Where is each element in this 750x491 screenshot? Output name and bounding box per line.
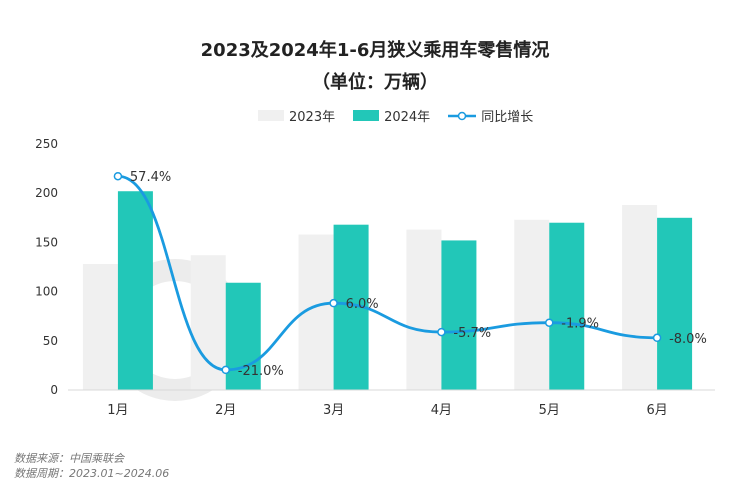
legend-item-2024: 2024年 <box>353 106 430 125</box>
yoy-point <box>545 318 554 327</box>
chart-title: 2023及2024年1-6月狭义乘用车零售情况 <box>200 40 550 61</box>
bar-2024 <box>657 217 693 390</box>
yoy-label: 57.4% <box>130 170 171 185</box>
bar-2023 <box>514 219 550 390</box>
x-tick-label: 1月 <box>107 403 128 418</box>
yoy-label: -5.7% <box>453 326 491 341</box>
y-tick-label: 250 <box>35 137 58 151</box>
bar-2023 <box>82 264 118 390</box>
yoy-point <box>437 327 446 337</box>
bar-2023 <box>406 229 442 390</box>
data-period: 数据周期：2023.01~2024.06 <box>14 467 170 480</box>
legend-label: 同比增长 <box>481 110 534 125</box>
bar-2023 <box>190 255 226 390</box>
legend-swatch <box>353 110 380 121</box>
y-tick-label: 0 <box>50 383 58 397</box>
yoy-label: -8.0% <box>669 332 707 347</box>
x-tick-label: 4月 <box>431 403 452 418</box>
bar-2024 <box>441 240 477 390</box>
x-tick-label: 5月 <box>539 403 560 418</box>
legend-line-icon <box>448 111 477 120</box>
yoy-label: -1.9% <box>561 317 599 332</box>
bar-2024 <box>549 222 585 390</box>
legend-item-yoy: 同比增长 <box>448 106 533 125</box>
data-source: 数据来源：中国乘联会 <box>14 452 124 465</box>
chart-subtitle: （单位：万辆） <box>312 72 438 93</box>
legend-label: 2024年 <box>384 110 431 125</box>
yoy-point <box>652 333 662 343</box>
y-tick-label: 100 <box>35 285 58 299</box>
legend-swatch <box>258 110 284 121</box>
bar-2024 <box>117 191 153 390</box>
x-tick-label: 6月 <box>646 403 667 418</box>
y-tick-label: 50 <box>43 334 58 348</box>
yoy-point <box>221 365 230 375</box>
legend-item-2023: 2023年 <box>258 106 335 125</box>
x-tick-label: 2月 <box>215 403 236 418</box>
yoy-label: 6.0% <box>346 297 379 312</box>
bar-2024 <box>225 282 261 390</box>
y-tick-label: 150 <box>35 235 58 249</box>
yoy-point <box>329 298 338 308</box>
legend-label: 2023年 <box>289 110 336 125</box>
yoy-point <box>113 171 123 181</box>
y-tick-label: 200 <box>35 186 58 200</box>
legend: 2023年 2024年 同比增长 <box>258 106 533 125</box>
bar-2023 <box>622 205 658 390</box>
yoy-label: -21.0% <box>238 364 284 379</box>
x-tick-label: 3月 <box>323 403 344 418</box>
